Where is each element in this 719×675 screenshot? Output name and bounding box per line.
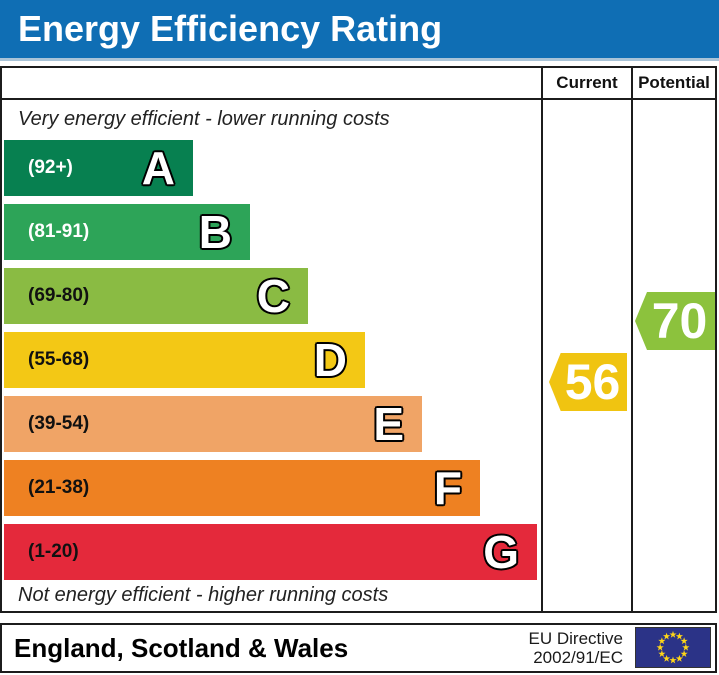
band-g-range: (1-20) xyxy=(28,541,79,562)
band-d-letter: D xyxy=(313,334,347,386)
current-column-header: Current xyxy=(556,73,618,92)
eu-directive-line2: 2002/91/EC xyxy=(533,648,623,667)
band-e: (39-54) E xyxy=(4,396,422,452)
band-a: (92+) A xyxy=(4,140,193,196)
eu-directive-line1: EU Directive xyxy=(528,629,623,648)
band-a-letter: A xyxy=(141,142,175,194)
page-title: Energy Efficiency Rating xyxy=(18,8,443,49)
band-c-range: (69-80) xyxy=(28,285,90,306)
potential-column-header: Potential xyxy=(638,73,710,92)
header-divider xyxy=(2,98,715,100)
band-a-range: (92+) xyxy=(28,157,73,178)
current-rating-value: 56 xyxy=(564,354,621,410)
band-b-range: (81-91) xyxy=(28,221,90,242)
current-rating-arrow: 56 xyxy=(549,353,627,411)
bottom-caption: Not energy efficient - higher running co… xyxy=(18,584,389,606)
footer-bar: England, Scotland & Wales EU Directive 2… xyxy=(0,623,717,673)
title-bar: Energy Efficiency Rating xyxy=(0,0,719,61)
potential-rating-value: 70 xyxy=(651,293,708,349)
band-g-letter: G xyxy=(483,526,519,578)
eu-flag-icon xyxy=(635,627,711,668)
current-column-divider xyxy=(541,68,543,611)
region-label: England, Scotland & Wales xyxy=(14,633,349,663)
potential-rating-arrow: 70 xyxy=(635,292,715,350)
band-e-range: (39-54) xyxy=(28,413,90,434)
band-d-range: (55-68) xyxy=(28,349,90,370)
top-caption: Very energy efficient - lower running co… xyxy=(18,108,390,130)
rating-table: Current Potential Very energy efficient … xyxy=(0,66,717,613)
band-f-letter: F xyxy=(433,462,462,514)
band-f-range: (21-38) xyxy=(28,477,90,498)
band-b-letter: B xyxy=(198,206,232,258)
eu-directive-label: EU Directive 2002/91/EC xyxy=(463,625,623,671)
band-g: (1-20) G xyxy=(4,524,537,580)
band-d: (55-68) D xyxy=(4,332,365,388)
band-f: (21-38) F xyxy=(4,460,480,516)
band-c: (69-80) C xyxy=(4,268,308,324)
band-b: (81-91) B xyxy=(4,204,250,260)
potential-column-divider xyxy=(631,68,633,611)
band-c-letter: C xyxy=(256,270,290,322)
band-e-letter: E xyxy=(373,398,404,450)
